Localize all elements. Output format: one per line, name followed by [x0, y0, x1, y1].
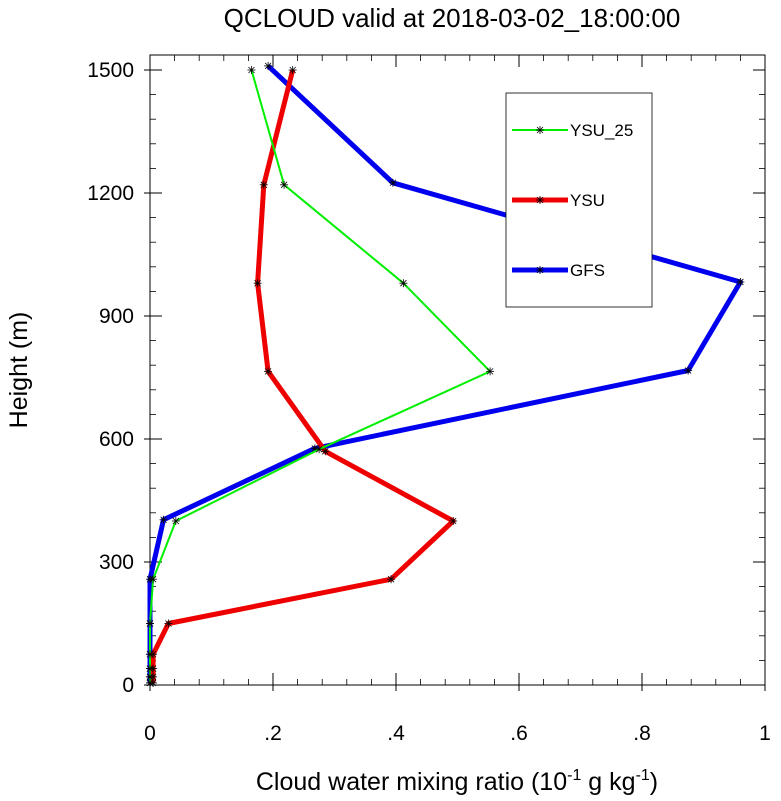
data-point-ysu-25 [315, 445, 324, 454]
y-tick-label: 900 [99, 305, 134, 328]
data-point-ysu [387, 575, 396, 584]
data-point-ysu-25 [247, 66, 256, 74]
y-tick-label: 600 [99, 428, 134, 451]
x-tick-label: .4 [387, 722, 405, 745]
data-point-ysu [288, 66, 297, 74]
legend-label-gfs: GFS [570, 261, 605, 280]
y-tick-label: 1200 [87, 182, 134, 205]
minor-ticks [150, 55, 765, 685]
x-tick-labels: 0 .2 .4 .6 .8 1 [144, 722, 771, 745]
data-point-ysu [164, 619, 173, 628]
legend-entries: YSU_25 YSU GFS [512, 121, 633, 280]
data-point-ysu-25 [399, 279, 408, 288]
data-point-ysu [321, 447, 330, 456]
data-point-ysu-25 [486, 367, 495, 376]
x-axis-label-exp2: -1 [636, 767, 650, 784]
x-axis-label-exp1: -1 [567, 767, 581, 784]
y-tick-label: 0 [122, 674, 134, 697]
data-point-ysu [259, 180, 268, 189]
data-point-ysu-25 [146, 664, 154, 673]
data-point-gfs [159, 515, 168, 524]
x-tick-label: .6 [510, 722, 528, 745]
series-layer [146, 61, 745, 687]
x-tick-label: 0 [144, 722, 156, 745]
data-point-ysu [264, 367, 273, 376]
data-point-ysu-25 [171, 517, 180, 525]
y-tick-label: 1500 [87, 59, 134, 82]
legend-marker-ysu-25 [536, 126, 544, 134]
data-point-gfs [264, 61, 273, 70]
x-axis-label-mid: g kg [581, 768, 635, 796]
data-point-gfs [684, 366, 693, 375]
data-point-ysu-25 [280, 180, 289, 189]
legend-marker-gfs [536, 266, 544, 274]
x-axis-label-base: Cloud water mixing ratio (10 [256, 768, 567, 796]
legend-marker-ysu [536, 196, 544, 204]
x-tick-label: .2 [264, 722, 282, 745]
y-axis-label: Height (m) [5, 312, 33, 429]
x-tick-label: .8 [633, 722, 651, 745]
series-ysu [149, 66, 458, 687]
data-point-gfs [388, 178, 397, 187]
y-tick-labels: 0 300 600 900 1200 1500 [87, 59, 134, 697]
data-point-ysu [253, 279, 262, 288]
legend-label-ysu: YSU [570, 191, 605, 210]
x-tick-label: 1 [759, 722, 771, 745]
chart-title: QCLOUD valid at 2018-03-02_18:00:00 [224, 3, 681, 33]
legend-entry-ysu: YSU [512, 191, 605, 210]
data-point-gfs [736, 277, 745, 286]
y-tick-label: 300 [99, 551, 134, 574]
plot-frame [149, 54, 766, 686]
x-axis-label: Cloud water mixing ratio (10-1 g kg-1) [256, 767, 658, 796]
legend-entry-ysu-25: YSU_25 [512, 121, 633, 140]
legend-label-ysu-25: YSU_25 [570, 121, 633, 140]
series-gfs [146, 61, 745, 687]
series-line-ysu [150, 69, 456, 683]
legend-entry-gfs: GFS [512, 261, 605, 280]
data-point-ysu [449, 517, 458, 525]
data-point-ysu-25 [146, 650, 154, 659]
x-axis-label-end: ) [650, 768, 658, 796]
data-point-ysu-25 [146, 619, 154, 628]
series-ysu-25 [146, 66, 495, 687]
data-point-ysu-25 [149, 575, 158, 584]
data-point-ysu-25 [146, 672, 154, 681]
legend: YSU_25 YSU GFS [505, 92, 653, 308]
plot-area-border [149, 54, 766, 686]
